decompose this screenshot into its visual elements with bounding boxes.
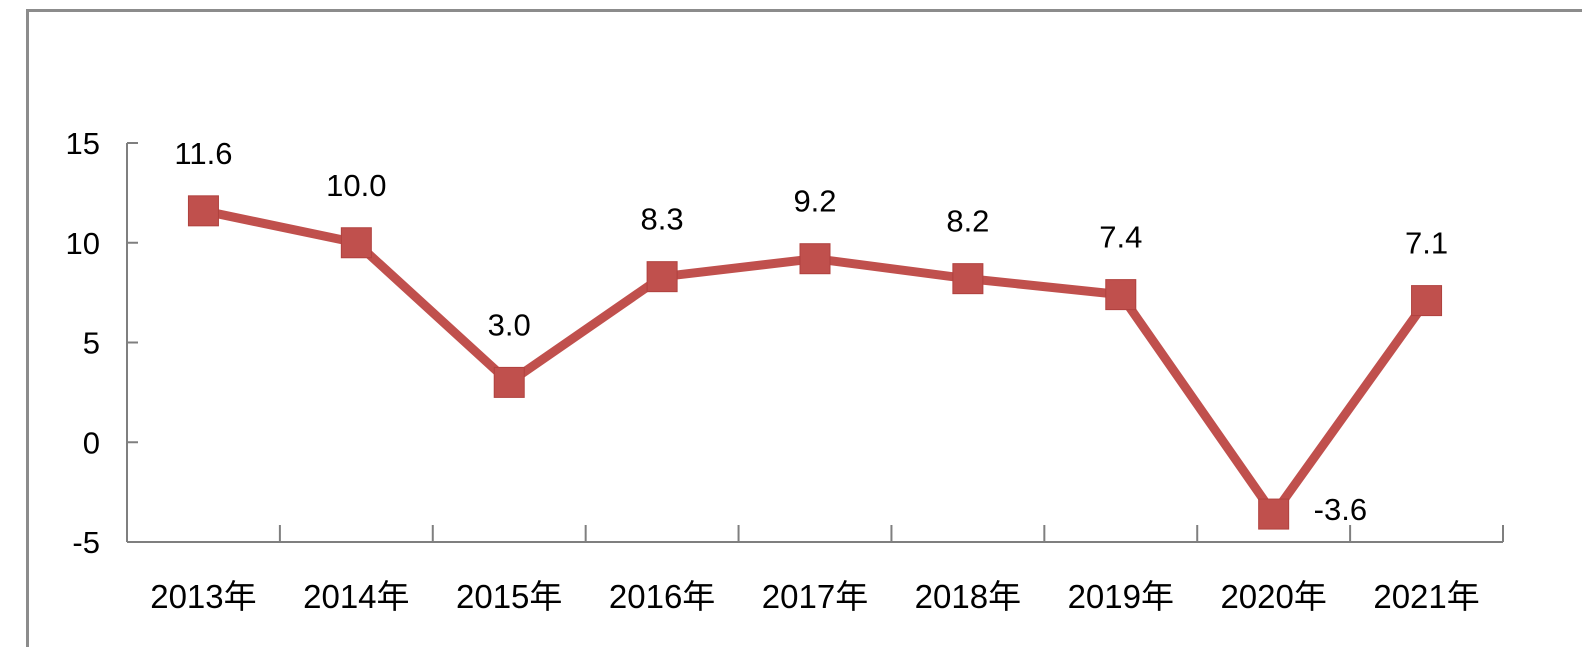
y-tick-label: 0 [83, 425, 100, 460]
data-label: 7.4 [1099, 220, 1142, 255]
data-point-marker [646, 261, 678, 293]
data-point-marker [493, 366, 525, 398]
data-labels: 11.6 10.0 3.0 8.3 9.2 8.2 7.4 -3.6 7.1 [174, 136, 1448, 527]
data-label: 7.1 [1405, 226, 1448, 261]
y-tick-label: 5 [83, 326, 100, 361]
data-point-marker [1105, 279, 1137, 311]
data-point-marker [1411, 285, 1443, 317]
data-point-marker [187, 195, 219, 227]
x-tick-label: 2016年 [609, 578, 715, 615]
data-label: 10.0 [326, 168, 386, 203]
data-label: -3.6 [1314, 492, 1367, 527]
x-tick-label: 2015年 [456, 578, 562, 615]
y-tick-label: -5 [72, 525, 100, 560]
chart-frame [26, 9, 1582, 647]
x-tick-label: 2021年 [1373, 578, 1479, 615]
data-point-marker [340, 227, 372, 259]
data-label: 3.0 [488, 307, 531, 342]
x-tick-label: 2019年 [1068, 578, 1174, 615]
x-tick-label: 2013年 [150, 578, 256, 615]
data-label: 11.6 [174, 136, 232, 171]
x-axis-tick-labels: 2013年 2014年 2015年 2016年 2017年 2018年 2019年 2020年… [150, 578, 1480, 615]
data-label: 9.2 [793, 184, 836, 219]
axes [126, 142, 1504, 543]
y-tick-label: 10 [66, 226, 100, 261]
series-markers [187, 195, 1443, 530]
y-axis-tick-labels: 15 10 5 0 -5 [66, 126, 100, 560]
data-label: 8.3 [641, 202, 684, 237]
x-tick-label: 2018年 [915, 578, 1021, 615]
data-point-marker [799, 243, 831, 275]
x-tick-label: 2014年 [303, 578, 409, 615]
y-tick-label: 15 [66, 126, 100, 161]
data-label: 8.2 [946, 204, 989, 239]
data-point-marker [1258, 498, 1290, 530]
x-tick-label: 2017年 [762, 578, 868, 615]
x-tick-label: 2020年 [1220, 578, 1326, 615]
data-point-marker [952, 263, 984, 295]
